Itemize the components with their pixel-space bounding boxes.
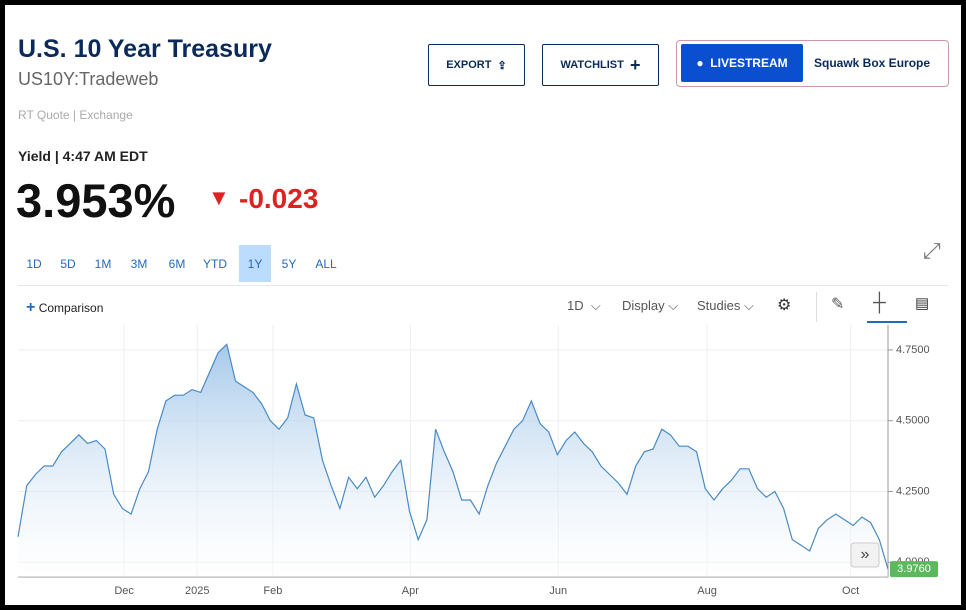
x-tick-label: 2025 (185, 585, 209, 597)
range-button[interactable]: 3M (130, 256, 148, 271)
label: Comparison (38, 301, 104, 315)
display[interactable]: Display ⌵ (622, 298, 679, 313)
separator (816, 292, 817, 322)
expand-icon[interactable]: ⤢ (923, 238, 941, 263)
draw-icon[interactable]: ✎ (831, 296, 845, 313)
show-name: Squawk Box Europe (814, 56, 931, 70)
interval[interactable]: 1D ⌵ (567, 298, 601, 313)
range-button[interactable]: 1M (94, 256, 112, 271)
x-tick-label: Jun (549, 585, 567, 597)
crosshair-icon[interactable]: ┼ (873, 292, 886, 312)
x-tick-label: Aug (697, 585, 717, 597)
livestream-button[interactable]: ● LIVESTREAM (681, 44, 803, 82)
title: U.S. 10 Year Treasury (18, 35, 272, 63)
price: 3.953% (16, 174, 176, 227)
line (17, 343, 889, 570)
symbol: US10Y:Tradeweb (18, 69, 159, 89)
active-underline (867, 321, 907, 323)
label: LIVESTREAM (710, 56, 788, 70)
livestream-box[interactable]: ● LIVESTREAM Squawk Box Europe (676, 40, 949, 87)
studies[interactable]: Studies ⌵ (697, 298, 754, 313)
label: 1D (567, 298, 584, 313)
last-price-label: 3.9760 (897, 563, 931, 575)
change: -0.023 (239, 183, 319, 214)
range-button[interactable]: 1Y (239, 245, 271, 282)
comment-icon[interactable]: ▤ (915, 295, 930, 312)
label: Studies (697, 298, 741, 313)
last-price-tag (890, 561, 938, 578)
x-tick-label: Feb (263, 585, 282, 597)
label: WATCHLIST (560, 59, 624, 71)
divider (18, 285, 948, 286)
range-button[interactable]: 5Y (281, 256, 297, 271)
scroll-button[interactable] (850, 542, 880, 568)
label: EXPORT (446, 59, 492, 71)
range-button[interactable]: ALL (315, 256, 337, 271)
watchlist-button[interactable]: WATCHLIST + (542, 44, 659, 86)
source: RT Quote | Exchange (18, 108, 133, 122)
x-tick-label: Oct (842, 585, 859, 597)
area (18, 344, 888, 577)
range-button[interactable]: 1D (26, 256, 42, 271)
y-tick-label: 4.5000 (896, 415, 930, 427)
comparison[interactable]: + Comparison (26, 299, 104, 316)
x-tick-label: Dec (114, 585, 134, 597)
scroll-icon: » (861, 546, 870, 563)
y-tick-label: 4.2500 (896, 485, 930, 497)
range-button[interactable]: YTD (203, 256, 227, 271)
chart: Dec2025FebAprJunAugOct4.00004.25004.5000… (17, 325, 938, 597)
range-button[interactable]: 6M (168, 256, 186, 271)
x-tick-label: Apr (402, 585, 419, 597)
export-button[interactable]: EXPORT ⇪ (428, 44, 525, 86)
settings-icon[interactable]: ⚙ (777, 297, 792, 314)
down-arrow: ▼ (208, 185, 230, 210)
yield-label: Yield | 4:47 AM EDT (18, 148, 148, 164)
label: Display (622, 298, 665, 313)
range-button[interactable]: 5D (60, 256, 76, 271)
y-tick-label: 4.7500 (896, 344, 930, 356)
